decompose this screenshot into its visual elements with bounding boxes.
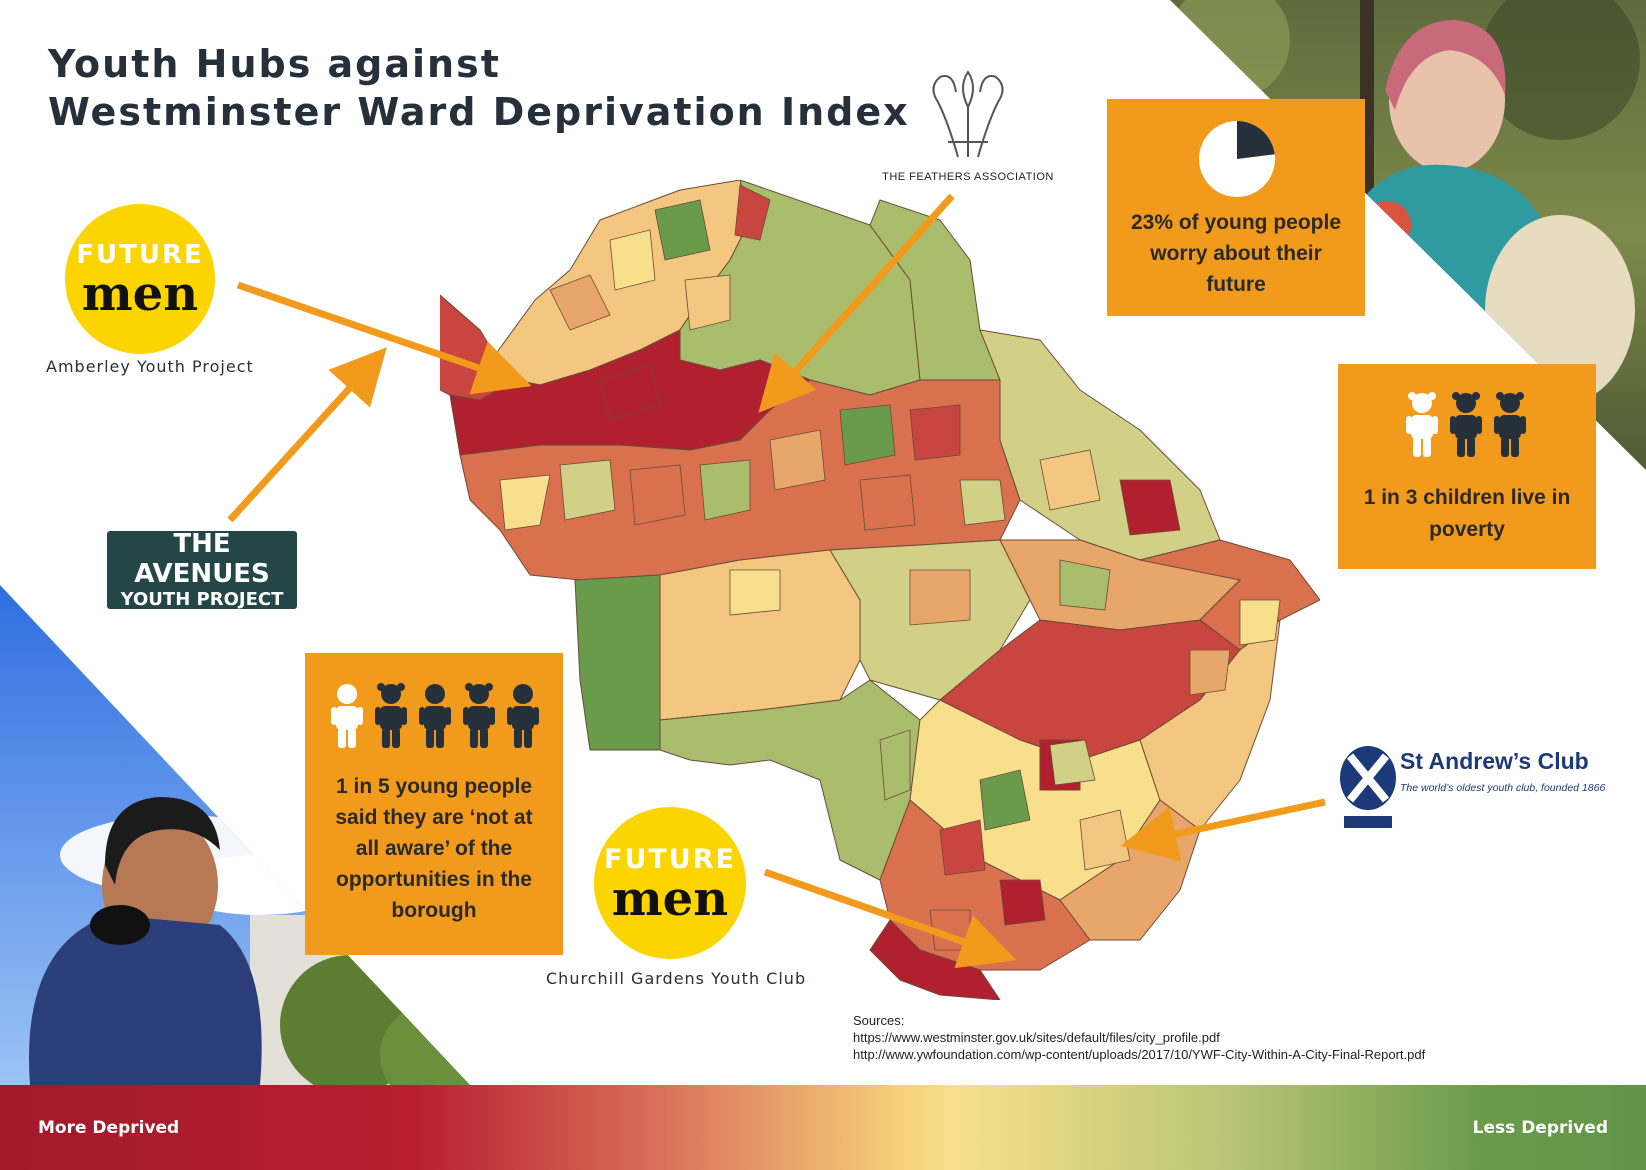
child-girl-icon [1450, 392, 1482, 457]
ward-cell [769, 429, 826, 491]
ward-cell [939, 819, 986, 876]
ward-cell [729, 569, 781, 616]
feathers-caption: THE FEATHERS ASSOCIATION [882, 171, 1054, 183]
worry-pie-icon [1199, 121, 1275, 197]
legend-less-deprived: Less Deprived [1472, 1118, 1608, 1138]
ward-cell [1059, 559, 1111, 611]
ward-mosaic [499, 184, 1281, 951]
child-boy-icon [419, 684, 451, 748]
stat-worry-box: 23% of young people worry about their fu… [1107, 99, 1365, 316]
ward-cell [1119, 479, 1181, 536]
ward-cell [599, 364, 661, 421]
aware-figures [329, 683, 544, 753]
ward-cell [1039, 449, 1101, 511]
ward-cell [499, 474, 551, 531]
stat-poverty-box: 1 in 3 children live in poverty [1338, 364, 1596, 569]
child-boy-icon [507, 684, 539, 748]
title-line-2: Westminster Ward Deprivation Index [48, 90, 910, 134]
logo-men-text: men [81, 266, 199, 322]
legend-more-deprived: More Deprived [38, 1118, 180, 1138]
future-men-logo-amberley: FUTURE men [65, 204, 215, 354]
avenues-line2: YOUTH PROJECT [120, 589, 284, 610]
sources-label: Sources: [853, 1013, 905, 1028]
stat-aware-text: 1 in 5 young people said they are ‘not a… [335, 775, 533, 922]
avenues-line1: THE AVENUES [134, 529, 270, 589]
child-boy-icon [331, 684, 363, 748]
caption-churchill: Churchill Gardens Youth Club [546, 969, 807, 988]
page-title: Youth Hubs against Westminster Ward Depr… [48, 40, 910, 136]
source-link-2[interactable]: http://www.ywfoundation.com/wp-content/u… [853, 1047, 1426, 1062]
caption-amberley: Amberley Youth Project [46, 357, 254, 376]
ward-cell [609, 229, 656, 291]
poverty-figures [1404, 392, 1534, 462]
st-andrews-club-logo: St Andrew’s Club The world’s oldest yout… [1330, 738, 1612, 838]
ward-cell [559, 459, 616, 521]
ward-cell [684, 274, 731, 331]
arrow-amberley [236, 281, 532, 395]
ward-cell [909, 404, 961, 461]
ward-cell [1239, 599, 1281, 646]
feathers-icon [932, 70, 1004, 158]
map-region-green-park [659, 679, 921, 881]
ward-cell [654, 199, 711, 261]
child-girl-icon [463, 683, 495, 748]
ward-cell [909, 569, 971, 626]
st-andrews-tagline: The world’s oldest youth club, founded 1… [1400, 782, 1606, 794]
ward-cell [839, 404, 896, 466]
worry-pie-slice [1237, 121, 1275, 159]
logo-future-text: FUTURE [604, 843, 736, 875]
ward-cell [549, 274, 611, 331]
arrow-standrews [1120, 798, 1326, 862]
map-region-mayfair [659, 549, 861, 721]
arrow-feathers [758, 193, 955, 413]
source-link-1[interactable]: https://www.westminster.gov.uk/sites/def… [853, 1030, 1220, 1045]
ward-cell [699, 459, 751, 521]
title-line-1: Youth Hubs against [48, 42, 501, 86]
stat-aware-box: 1 in 5 young people said they are ‘not a… [305, 653, 563, 955]
ward-cell [859, 474, 916, 531]
ward-cell [959, 479, 1006, 526]
logo-men-text: men [611, 870, 729, 927]
arrow-avenues [227, 347, 387, 523]
ward-cell [979, 769, 1031, 831]
arrow-churchill [763, 868, 1017, 969]
map-region-churchill-gardens [869, 919, 1001, 1000]
child-girl-icon [1406, 392, 1438, 457]
deprivation-legend-bar [0, 1085, 1646, 1170]
ward-cell [1189, 649, 1231, 696]
ward-cell [734, 184, 771, 241]
ward-cell [1049, 739, 1096, 786]
stat-poverty-text: 1 in 3 children live in poverty [1363, 486, 1571, 541]
st-andrews-name: St Andrew’s Club [1400, 748, 1589, 774]
child-girl-icon [1494, 392, 1526, 457]
future-men-logo-churchill: FUTURE men [594, 807, 746, 959]
stat-worry-text: 23% of young people worry about their fu… [1130, 211, 1342, 296]
ward-cell [629, 464, 686, 526]
child-girl-icon [375, 683, 407, 748]
sources-block: Sources: https://www.westminster.gov.uk/… [853, 1012, 1425, 1063]
ward-cell [999, 879, 1046, 926]
feathers-association-logo: THE FEATHERS ASSOCIATION [868, 62, 1068, 192]
the-avenues-logo: THE AVENUES YOUTH PROJECT [107, 529, 297, 610]
saltire-badge-icon [1340, 746, 1396, 828]
logo-future-text: FUTURE [76, 240, 204, 270]
ward-cell [879, 729, 911, 801]
